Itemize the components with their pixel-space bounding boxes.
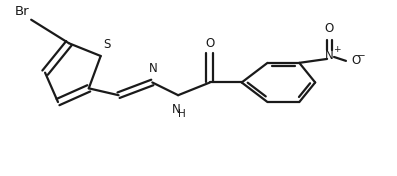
Text: O: O <box>351 54 360 67</box>
Text: −: − <box>357 51 365 61</box>
Text: N: N <box>325 49 333 61</box>
Text: N: N <box>149 62 158 75</box>
Text: H: H <box>178 109 186 119</box>
Text: O: O <box>205 37 214 50</box>
Text: Br: Br <box>15 5 29 18</box>
Text: +: + <box>333 45 341 54</box>
Text: S: S <box>104 38 111 51</box>
Text: N: N <box>172 103 181 116</box>
Text: O: O <box>324 22 334 35</box>
